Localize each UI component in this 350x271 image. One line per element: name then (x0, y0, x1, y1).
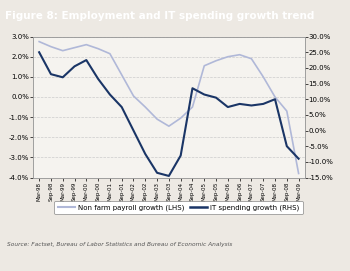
Legend: Non farm payroll growth (LHS), IT spending growth (RHS): Non farm payroll growth (LHS), IT spendi… (54, 201, 303, 214)
Text: Source: Factset, Bureau of Labor Statistics and Bureau of Economic Analysis: Source: Factset, Bureau of Labor Statist… (7, 242, 232, 247)
Text: Figure 8: Employment and IT spending growth trend: Figure 8: Employment and IT spending gro… (5, 11, 315, 21)
